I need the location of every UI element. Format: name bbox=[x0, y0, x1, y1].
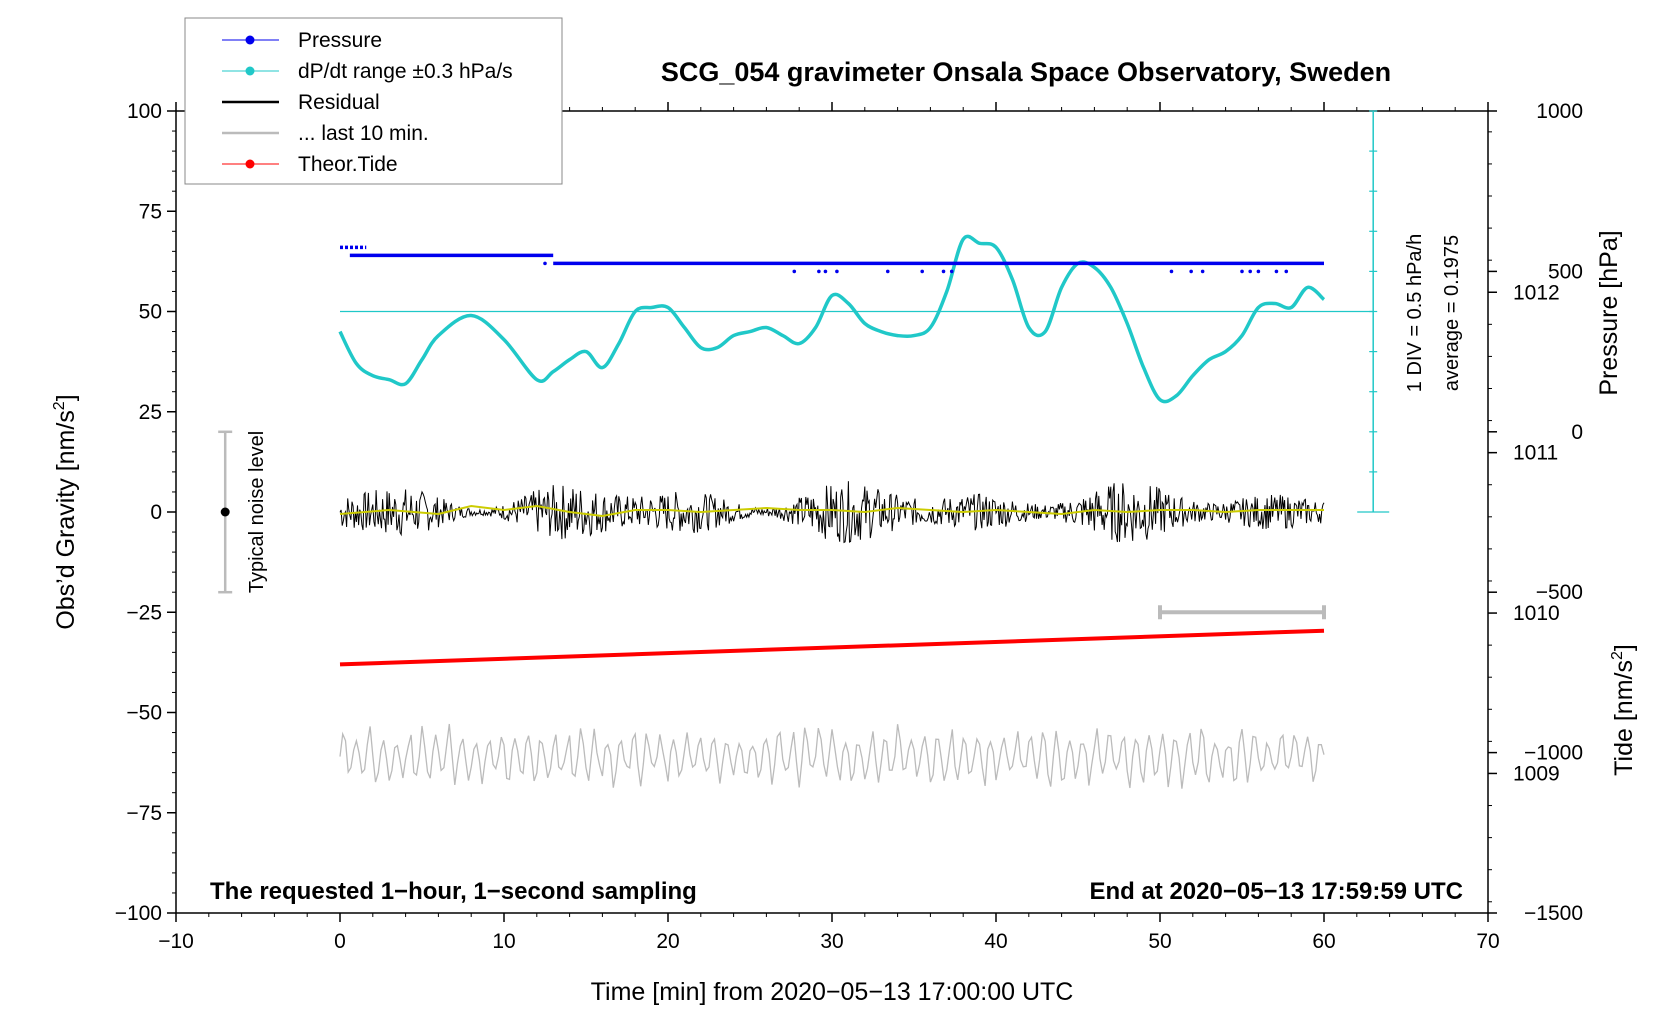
x-tick-label: 10 bbox=[492, 930, 515, 953]
tide-tick-label: 0 bbox=[1571, 421, 1583, 444]
legend-label: Theor.Tide bbox=[298, 153, 398, 176]
residual-line bbox=[339, 481, 1325, 544]
y-axis-left-title-sup: 2 bbox=[51, 401, 68, 410]
legend-label: Pressure bbox=[298, 29, 382, 52]
x-tick-label: 0 bbox=[334, 930, 346, 953]
pressure-point bbox=[792, 269, 797, 274]
pressure-point bbox=[885, 269, 890, 274]
y-axis-left-title-end: ] bbox=[52, 394, 80, 401]
noise-level-label: Typical noise level bbox=[246, 431, 268, 593]
y-tick-label: 100 bbox=[127, 100, 162, 123]
tide-tick-label: −1500 bbox=[1524, 902, 1583, 925]
pressure-point bbox=[920, 269, 924, 274]
pressure-point bbox=[1284, 269, 1289, 274]
plot-series bbox=[338, 110, 1390, 789]
y-tick-label: −100 bbox=[115, 902, 162, 925]
pressure-axis-title: Pressure [hPa] bbox=[1595, 230, 1623, 395]
noise-indicator bbox=[218, 430, 233, 594]
pressure-point bbox=[941, 269, 946, 274]
last10-line bbox=[339, 723, 1325, 789]
x-tick-label: 40 bbox=[984, 930, 1007, 953]
pressure-point bbox=[1248, 269, 1252, 274]
y-axis-left-title-main: Obs’d Gravity [nm/s bbox=[52, 410, 80, 630]
legend-label: Residual bbox=[298, 91, 380, 114]
dpdt-line bbox=[338, 234, 1326, 404]
footer-note-right: End at 2020−05−13 17:59:59 UTC bbox=[1089, 878, 1463, 905]
pressure-point bbox=[1240, 269, 1244, 274]
pressure-tick-label: 1010 bbox=[1513, 602, 1560, 625]
tide-axis-title-main: Tide [nm/s bbox=[1610, 660, 1638, 776]
pressure-point bbox=[1169, 269, 1174, 274]
y-tick-label: 25 bbox=[139, 401, 162, 424]
pressure-point bbox=[823, 269, 828, 274]
legend-marker bbox=[245, 35, 255, 45]
y-axis-left: 100 75 50 25 0 −25 −50 −75 −100 bbox=[115, 100, 176, 925]
chart-title: SCG_054 gravimeter Onsala Space Observat… bbox=[661, 57, 1391, 87]
y-tick-label: 0 bbox=[150, 501, 162, 524]
pressure-point bbox=[1200, 269, 1205, 274]
footer-note-left: The requested 1−hour, 1−second sampling bbox=[210, 878, 697, 905]
x-axis: −10 0 10 20 30 40 50 60 70 bbox=[158, 102, 1500, 953]
tide-axis-title-end: ] bbox=[1610, 644, 1638, 651]
pressure-tick-label: 1012 bbox=[1513, 281, 1560, 304]
pressure-tick-label: 1011 bbox=[1513, 442, 1558, 465]
residual-smoothed-line bbox=[339, 504, 1324, 518]
noise-center-dot bbox=[220, 507, 230, 517]
y-axis-right: 1012 1011 1010 1009 1000 500 0 −500 −1000 −1500 bbox=[1488, 100, 1583, 925]
dpdt-scale-note: 1 DIV = 0.5 hPa/h bbox=[1404, 234, 1426, 392]
pressure-point bbox=[1274, 269, 1279, 274]
y-axis-left-title: Obs’d Gravity [nm/s2] bbox=[51, 394, 80, 629]
legend-marker bbox=[245, 159, 255, 169]
tide-tick-label: −1000 bbox=[1524, 742, 1583, 765]
legend: Pressure dP/dt range ±0.3 hPa/s Residual..… bbox=[184, 17, 563, 185]
x-tick-label: 70 bbox=[1476, 930, 1499, 953]
y-tick-label: −25 bbox=[126, 601, 162, 624]
x-tick-label: −10 bbox=[158, 930, 194, 953]
x-axis-title: Time [min] from 2020−05−13 17:00:00 UTC bbox=[591, 978, 1074, 1006]
pressure-tick-label: 1009 bbox=[1513, 762, 1560, 785]
y-tick-label: 75 bbox=[139, 200, 162, 223]
x-tick-label: 20 bbox=[656, 930, 679, 953]
pressure-point bbox=[1256, 269, 1261, 274]
x-tick-label: 60 bbox=[1312, 930, 1335, 953]
legend-marker bbox=[245, 66, 255, 76]
pressure-point bbox=[949, 269, 954, 274]
y-tick-label: −75 bbox=[126, 802, 162, 825]
pressure-point bbox=[817, 269, 821, 274]
pressure-point bbox=[835, 269, 839, 274]
tide-tick-label: −500 bbox=[1536, 581, 1583, 604]
tide-line bbox=[339, 628, 1325, 667]
x-tick-label: 30 bbox=[820, 930, 843, 953]
dpdt-average-note: average = 0.1975 bbox=[1441, 235, 1463, 391]
tide-axis-title-sup: 2 bbox=[1609, 651, 1626, 660]
x-tick-label: 50 bbox=[1148, 930, 1171, 953]
y-tick-label: 50 bbox=[139, 301, 162, 324]
legend-label: dP/dt range ±0.3 hPa/s bbox=[298, 60, 513, 83]
pressure-point bbox=[543, 261, 547, 266]
tide-tick-label: 1000 bbox=[1536, 100, 1583, 123]
y-tick-label: −50 bbox=[126, 702, 162, 725]
pressure-point bbox=[1189, 269, 1193, 274]
legend-label: ... last 10 min. bbox=[298, 122, 429, 145]
tide-tick-label: 500 bbox=[1548, 260, 1583, 283]
tide-axis-title: Tide [nm/s2] bbox=[1609, 644, 1638, 776]
